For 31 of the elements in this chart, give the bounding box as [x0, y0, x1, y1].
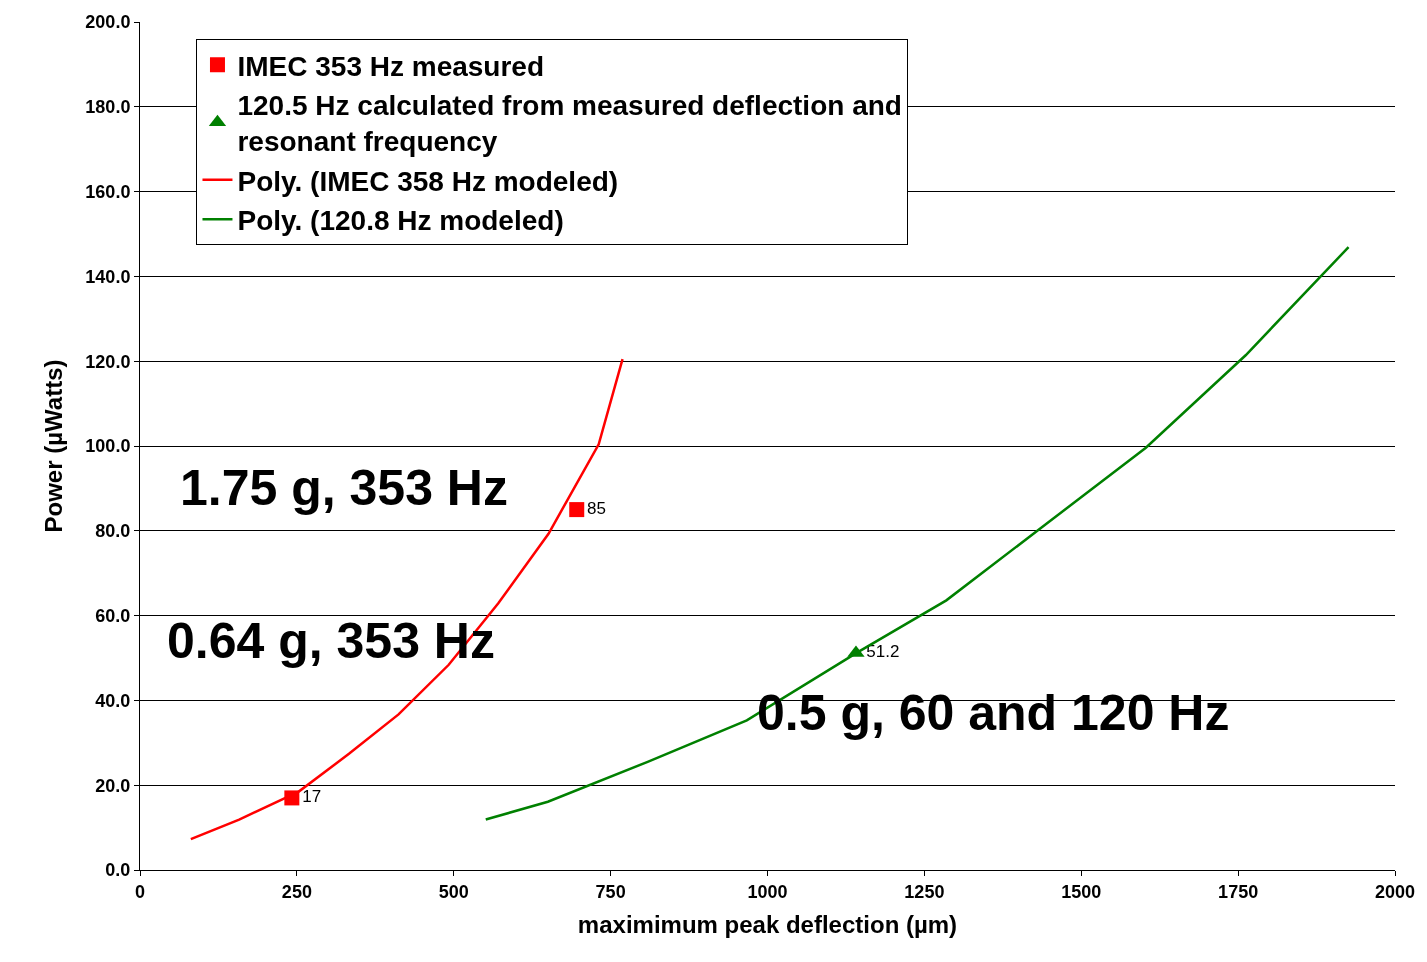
y-tick-label: 0.0: [105, 860, 131, 881]
annotation: 0.5 g, 60 and 120 Hz: [757, 685, 1230, 741]
legend-label: 120.5 Hz calculated from measured deflection and resonant frequency: [237, 89, 902, 158]
legend-label: Poly. (120.8 Hz modeled): [237, 205, 564, 237]
x-tick-label: 1000: [747, 881, 788, 902]
x-tick-label: 1500: [1061, 881, 1102, 902]
annotation: 1.75 g, 353 Hz: [180, 460, 508, 516]
data-label: 51.2: [866, 642, 900, 662]
y-axis-title: Power (µWatts): [40, 359, 68, 533]
x-tick-label: 0: [134, 881, 146, 902]
x-tick-label: 500: [438, 881, 469, 902]
x-tick-label: 1750: [1218, 881, 1259, 902]
y-tick-label: 100.0: [85, 436, 131, 457]
y-tick-label: 180.0: [85, 97, 131, 118]
legend-label: IMEC 353 Hz measured: [237, 50, 545, 82]
y-tick-label: 20.0: [95, 775, 131, 796]
y-tick-label: 160.0: [85, 181, 131, 202]
y-tick-label: 40.0: [95, 690, 131, 711]
x-tick-label: 750: [595, 881, 626, 902]
y-tick-label: 120.0: [85, 351, 131, 372]
x-tick-label: 2000: [1374, 881, 1416, 902]
x-axis-title: maximimum peak deflection (µm): [577, 910, 958, 938]
x-tick-label: 1250: [904, 881, 945, 902]
y-tick-label: 140.0: [85, 266, 131, 287]
x-tick-label: 250: [281, 881, 312, 902]
legend-label: Poly. (IMEC 358 Hz modeled): [237, 165, 619, 197]
data-label: 85: [587, 498, 607, 518]
y-tick-label: 60.0: [95, 605, 131, 626]
data-label: 17: [302, 787, 322, 807]
y-tick-label: 200.0: [85, 12, 131, 33]
y-tick-label: 80.0: [95, 521, 131, 542]
